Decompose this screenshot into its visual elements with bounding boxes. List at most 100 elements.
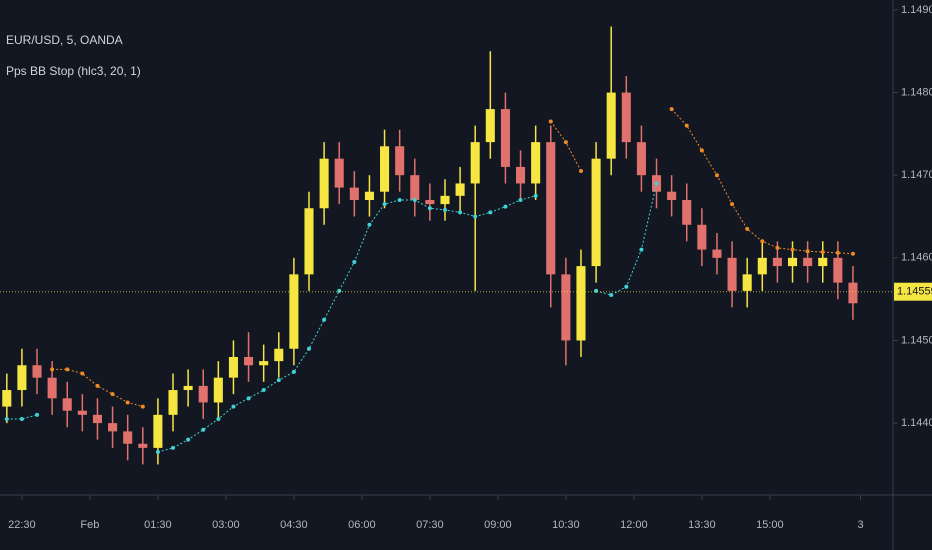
candle-body xyxy=(244,356,254,366)
candle-body xyxy=(848,282,858,304)
stop-dot xyxy=(578,169,583,174)
candle-body xyxy=(62,398,72,411)
stop-dot xyxy=(412,197,417,202)
candle-body xyxy=(2,390,12,407)
stop-dot xyxy=(95,383,100,388)
stop-dot xyxy=(291,369,296,374)
candle-body xyxy=(395,146,405,176)
stop-dot xyxy=(216,416,221,421)
stop-dot xyxy=(246,396,251,401)
candle-body xyxy=(621,92,631,143)
plot-area xyxy=(2,26,858,465)
x-tick-label: 01:30 xyxy=(144,519,172,531)
candle-body xyxy=(32,365,42,378)
stop-dot xyxy=(442,207,447,212)
stop-dot xyxy=(125,400,130,405)
stop-dot xyxy=(730,202,735,207)
stop-dot xyxy=(458,210,463,215)
stop-dot xyxy=(669,107,674,112)
chart-title: EUR/USD, 5, OANDA xyxy=(6,33,123,47)
candle-body xyxy=(183,385,193,391)
candle-body xyxy=(787,257,798,267)
stop-dot xyxy=(231,404,236,409)
x-tick-label: 09:00 xyxy=(484,519,512,531)
stop-dot xyxy=(201,427,206,432)
stop-dot xyxy=(518,197,523,202)
candle-body xyxy=(213,377,223,403)
candle-body xyxy=(591,158,601,267)
stop-dot xyxy=(322,317,327,322)
stop-dot xyxy=(835,250,840,255)
stop-dot xyxy=(745,226,750,231)
stop-dot xyxy=(820,250,825,255)
candle-body xyxy=(334,158,344,188)
candle-body xyxy=(425,199,435,205)
x-tick-label: 06:00 xyxy=(348,519,376,531)
stop-dot xyxy=(654,181,659,186)
stop-dot xyxy=(503,204,508,209)
candle-body xyxy=(682,199,692,225)
x-tick-label: 07:30 xyxy=(416,519,444,531)
candle-body xyxy=(546,142,556,275)
candle-body xyxy=(712,249,722,258)
stop-line xyxy=(6,183,658,453)
stop-dot xyxy=(714,173,719,178)
candle-body xyxy=(274,348,284,362)
candle-body xyxy=(772,257,782,267)
candle-body xyxy=(259,361,269,366)
price-label: 1.14559 xyxy=(897,286,932,298)
y-tick-label: 1.14600 xyxy=(901,252,932,264)
candle-body xyxy=(153,414,163,448)
candle-body xyxy=(833,257,843,283)
x-tick-label: 13:30 xyxy=(688,519,716,531)
stop-dot xyxy=(639,247,644,252)
stop-dot xyxy=(35,412,40,417)
stop-dot xyxy=(805,249,810,254)
price-label-box xyxy=(894,282,932,301)
stop-dot xyxy=(80,371,85,376)
candle-body xyxy=(364,191,374,200)
y-tick-label: 1.14400 xyxy=(901,417,932,429)
stop-dot xyxy=(775,245,780,250)
x-tick-label: 03:00 xyxy=(212,519,240,531)
stop-dot xyxy=(382,202,387,207)
stop-dot xyxy=(4,416,9,421)
stop-dot xyxy=(548,119,553,124)
stop-dot xyxy=(110,392,115,397)
candle-body xyxy=(47,377,57,399)
stop-dot xyxy=(186,437,191,442)
candle-body xyxy=(742,274,752,291)
x-tick-label: 3 xyxy=(857,519,863,531)
stop-dot xyxy=(563,140,568,145)
y-tick-label: 1.14800 xyxy=(901,86,932,98)
x-tick-label: 15:00 xyxy=(756,519,784,531)
stop-dot xyxy=(684,123,689,128)
x-tick-label: 22:30 xyxy=(8,519,36,531)
stop-dot xyxy=(609,293,614,298)
stop-dot xyxy=(488,210,493,215)
candle-body xyxy=(198,385,208,403)
candle-body xyxy=(440,195,450,205)
stop-dot xyxy=(19,416,24,421)
stop-dot xyxy=(155,450,160,455)
candle-body xyxy=(757,257,767,275)
indicator-label: Pps BB Stop (hlc3, 20, 1) xyxy=(6,64,141,78)
stop-dot xyxy=(533,193,538,198)
stop-dot xyxy=(397,197,402,202)
candle-body xyxy=(818,257,828,267)
candle-body xyxy=(531,142,541,184)
candle-body xyxy=(455,183,465,196)
x-tick-label: 10:30 xyxy=(552,519,580,531)
candle-body xyxy=(727,257,737,291)
stop-dot xyxy=(276,378,281,383)
candle-body xyxy=(667,191,677,200)
stop-dot xyxy=(352,259,357,264)
stop-dot xyxy=(367,222,372,227)
stop-dot xyxy=(790,247,795,252)
stop-dot xyxy=(50,367,55,372)
stop-dot xyxy=(624,284,629,289)
stop-dot xyxy=(699,148,704,153)
candle-body xyxy=(349,187,359,200)
x-tick-label: Feb xyxy=(80,519,99,531)
